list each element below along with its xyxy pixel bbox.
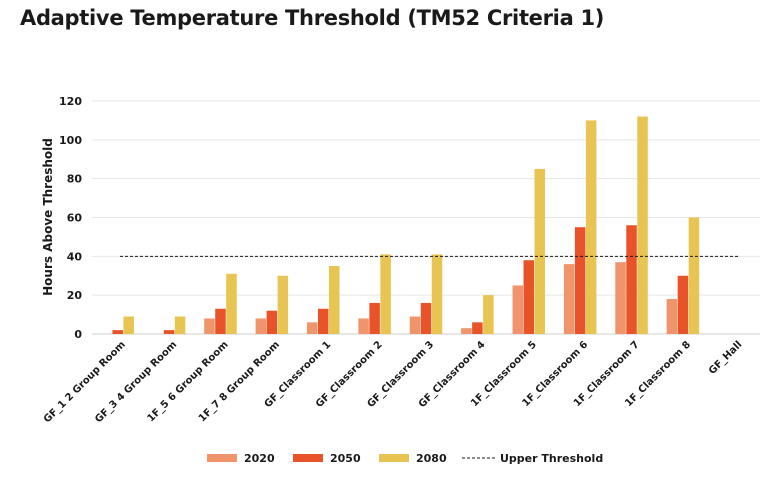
bar-2020 — [306, 322, 318, 334]
legend-label: 2050 — [330, 452, 361, 465]
bar-2050 — [626, 225, 637, 334]
legend-label: 2020 — [244, 452, 275, 465]
x-category-label: GF_Hall — [707, 339, 744, 376]
y-tick-label: 20 — [67, 289, 83, 302]
bar-2020 — [666, 299, 678, 334]
bar-2050 — [163, 330, 175, 334]
chart-legend: 2020 2050 2080 Upper Threshold — [207, 452, 603, 465]
bar-2050 — [523, 260, 535, 334]
bar-2020 — [204, 318, 215, 334]
bar-2080 — [174, 316, 186, 334]
bar-2020 — [409, 316, 421, 334]
bar-2020 — [563, 264, 575, 334]
y-tick-label: 120 — [59, 95, 82, 108]
bar-2020 — [358, 318, 369, 334]
bar-2080 — [328, 266, 340, 334]
bar-2080 — [277, 275, 289, 334]
bar-2050 — [472, 322, 483, 334]
gridlines — [92, 100, 760, 335]
bar-2080 — [637, 116, 648, 335]
bar-2050 — [420, 302, 432, 334]
bar-2020 — [461, 328, 472, 334]
bar-2050 — [112, 330, 123, 334]
legend-label: Upper Threshold — [500, 452, 603, 465]
legend-swatch-2080 — [379, 454, 409, 462]
legend-swatch-2050 — [293, 454, 323, 462]
legend-swatch-2020 — [207, 454, 237, 462]
y-tick-label: 80 — [67, 173, 83, 186]
bar-2050 — [677, 275, 689, 334]
bar-2080 — [534, 168, 546, 334]
y-axis-title: Hours Above Threshold — [41, 138, 55, 296]
legend-label: 2080 — [416, 452, 447, 465]
bar-2050 — [266, 310, 278, 334]
bar-2020 — [512, 285, 524, 334]
bar-2050 — [317, 308, 329, 334]
y-tick-label: 0 — [74, 328, 82, 341]
bar-2080 — [688, 217, 700, 334]
y-tick-label: 60 — [67, 212, 83, 225]
bar-2080 — [483, 295, 494, 334]
bar-2080 — [380, 254, 391, 334]
bar-series-group — [112, 116, 700, 335]
bar-2020 — [255, 318, 267, 334]
bar-2080 — [226, 273, 237, 334]
y-tick-label: 100 — [59, 134, 82, 147]
bar-2050 — [215, 308, 226, 334]
bar-2050 — [369, 302, 380, 334]
bar-2080 — [585, 120, 597, 335]
y-tick-label: 40 — [67, 250, 83, 263]
x-category-label: GF_1 2 Group Room — [42, 339, 128, 425]
bar-2020 — [615, 262, 626, 334]
bar-2050 — [574, 227, 586, 334]
chart-title: Adaptive Temperature Threshold (TM52 Cri… — [20, 6, 605, 30]
bar-2080 — [123, 316, 134, 334]
y-axis-ticks: 0 20 40 60 80 100 120 — [59, 95, 82, 341]
bar-2080 — [431, 254, 443, 334]
